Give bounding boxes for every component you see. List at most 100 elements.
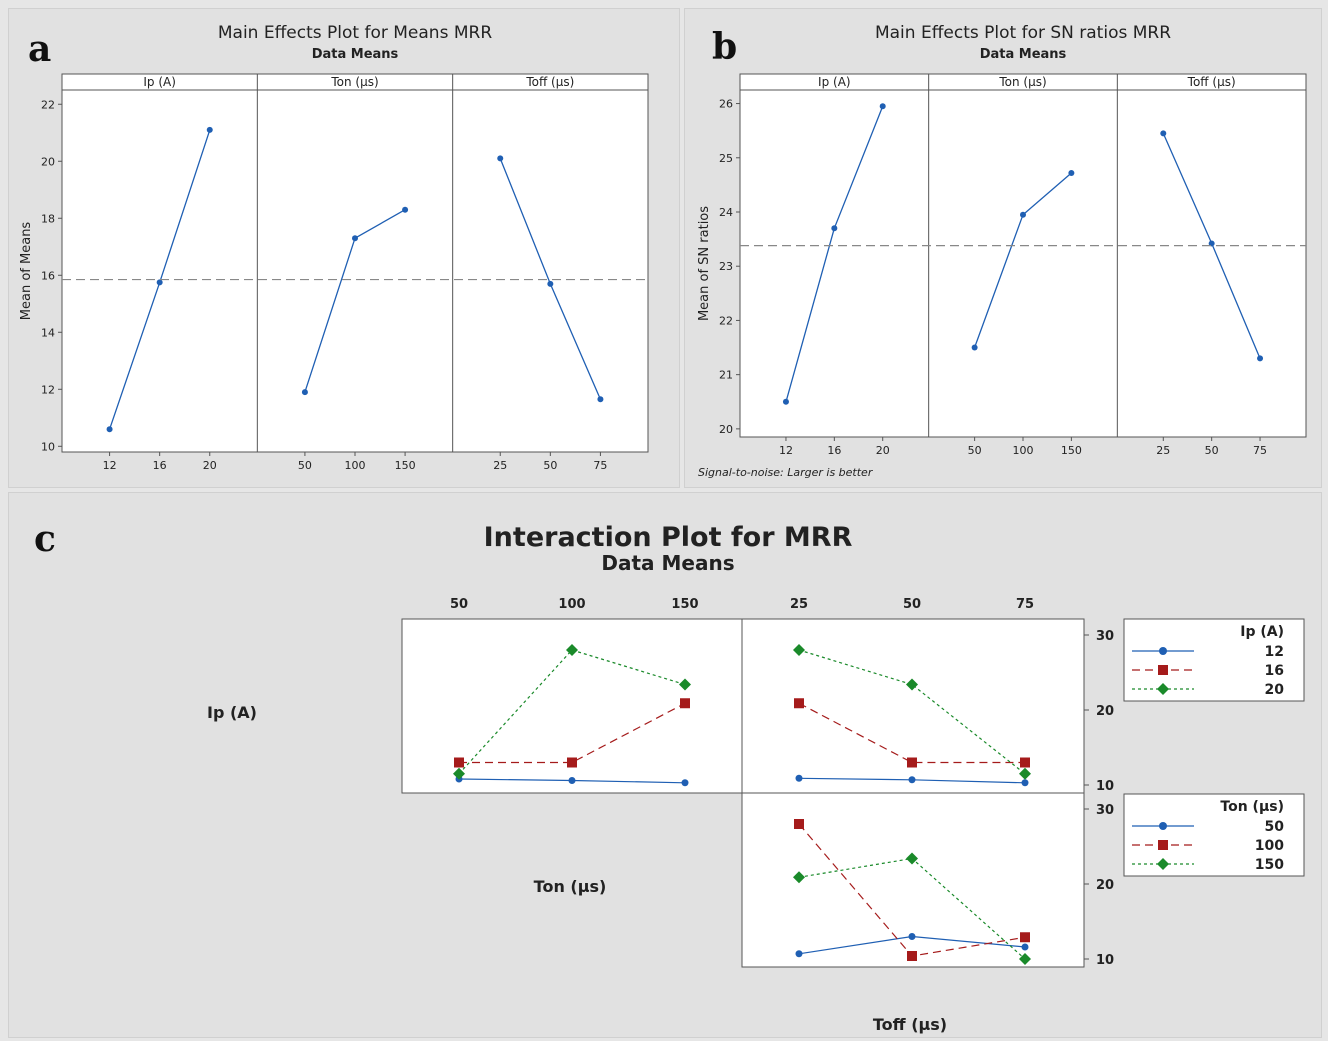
interaction-point xyxy=(680,698,690,709)
interaction-series-line xyxy=(798,702,1025,764)
interaction-point xyxy=(794,819,804,829)
y-tick-label-a: 10 xyxy=(41,440,55,453)
facet-label-b: Toff (µs) xyxy=(1187,75,1236,89)
legend-marker xyxy=(1159,822,1167,830)
legend-title: Ton (µs) xyxy=(1220,799,1284,815)
interaction-point xyxy=(453,767,465,780)
data-point-b xyxy=(1257,355,1264,362)
legend-box xyxy=(1123,793,1305,877)
data-point-a xyxy=(497,155,504,162)
y-tick-label-a: 12 xyxy=(41,383,55,396)
column-label-toff: Toff (µs) xyxy=(873,1015,947,1034)
interaction-point xyxy=(454,757,464,768)
top-x-tick-label: 50 xyxy=(450,597,468,612)
interaction-point xyxy=(681,779,689,787)
interaction-title: Interaction Plot for MRR xyxy=(484,522,853,553)
y-tick-label-b: 25 xyxy=(719,152,733,165)
data-point-a xyxy=(301,389,308,396)
legend-entry-label: 150 xyxy=(1255,857,1284,873)
chart-title-b: Main Effects Plot for SN ratios MRR xyxy=(875,23,1171,43)
interaction-point xyxy=(566,644,578,656)
data-point-a xyxy=(352,235,358,242)
interaction-point xyxy=(794,698,804,709)
legend-entry-label: 20 xyxy=(1265,682,1285,698)
y-tick-label-b: 24 xyxy=(719,206,733,219)
legend-marker xyxy=(1158,665,1168,675)
data-point-a xyxy=(156,279,163,286)
data-point-b xyxy=(879,103,886,110)
interaction-point xyxy=(907,951,917,961)
x-tick-label-a: 150 xyxy=(395,459,416,472)
data-point-a xyxy=(106,426,113,433)
interaction-point xyxy=(1019,953,1031,965)
interaction-point xyxy=(1020,932,1030,943)
data-point-a xyxy=(547,280,554,287)
interaction-point xyxy=(679,678,691,691)
interaction-point xyxy=(793,644,805,656)
x-tick-label-b: 75 xyxy=(1253,444,1267,457)
y-tick-label-a: 14 xyxy=(41,326,55,339)
y-axis-label-b: Mean of SN ratios xyxy=(697,206,712,321)
interaction-cell xyxy=(741,792,1085,968)
interaction-point xyxy=(908,933,916,940)
data-point-a xyxy=(597,396,604,403)
facet-label-a: Ton (µs) xyxy=(330,75,378,89)
legend-marker xyxy=(1159,647,1167,655)
x-tick-label-a: 12 xyxy=(103,459,117,472)
data-point-b xyxy=(971,344,978,351)
legend-entry-label: 100 xyxy=(1255,838,1284,854)
facet-label-a: Toff (µs) xyxy=(525,75,574,89)
top-x-tick-label: 50 xyxy=(903,597,921,612)
facet-label-a: Ip (A) xyxy=(143,75,176,89)
x-tick-label-a: 16 xyxy=(153,459,167,472)
right-y-tick-label: 20 xyxy=(1096,878,1114,893)
legend-box xyxy=(1123,618,1305,702)
legend-marker xyxy=(1157,858,1169,870)
interaction-point xyxy=(1021,943,1029,951)
y-tick-label-b: 26 xyxy=(719,98,733,111)
plot-area-b xyxy=(739,73,1307,438)
interaction-point xyxy=(568,777,576,784)
interaction-point xyxy=(1021,779,1029,787)
y-tick-label-b: 20 xyxy=(719,423,733,436)
interaction-point xyxy=(906,852,918,865)
y-tick-label-a: 20 xyxy=(41,155,55,168)
x-tick-label-a: 100 xyxy=(345,459,366,472)
y-tick-label-b: 22 xyxy=(719,314,733,327)
right-y-tick-label: 10 xyxy=(1096,953,1114,968)
legend-entry-label: 50 xyxy=(1265,819,1285,835)
interaction-point xyxy=(908,776,916,784)
legend-title: Ip (A) xyxy=(1240,624,1284,640)
interaction-point xyxy=(1020,757,1030,768)
x-tick-label-b: 20 xyxy=(876,444,890,457)
row-label-ton: Ton (µs) xyxy=(534,877,607,896)
panel-letter-c: c xyxy=(34,518,56,560)
interaction-point xyxy=(1019,767,1031,780)
x-tick-label-a: 75 xyxy=(593,459,607,472)
top-x-tick-label: 150 xyxy=(671,597,698,612)
right-y-tick-label: 10 xyxy=(1096,779,1114,794)
interaction-series-line xyxy=(459,702,686,764)
chart-note-b: Signal-to-noise: Larger is better xyxy=(698,466,874,479)
right-y-tick-label: 30 xyxy=(1096,629,1114,644)
facet-label-b: Ip (A) xyxy=(818,75,851,89)
top-x-tick-label: 100 xyxy=(558,597,585,612)
row-label-ip: Ip (A) xyxy=(207,703,257,722)
y-tick-label-b: 21 xyxy=(719,369,733,382)
plot-area-a xyxy=(61,73,649,453)
data-point-a xyxy=(206,126,213,133)
x-tick-label-b: 150 xyxy=(1061,444,1082,457)
top-x-tick-label: 75 xyxy=(1016,597,1034,612)
data-point-b xyxy=(1020,211,1026,218)
data-point-b xyxy=(1160,130,1167,137)
y-tick-label-a: 16 xyxy=(41,269,55,282)
interaction-point xyxy=(906,678,918,691)
panel-letter-b: b xyxy=(712,26,738,68)
right-y-tick-label: 20 xyxy=(1096,704,1114,719)
legend-marker xyxy=(1158,840,1168,850)
x-tick-label-b: 25 xyxy=(1156,444,1170,457)
interaction-point xyxy=(907,757,917,768)
data-point-a xyxy=(402,206,409,213)
legend-entry-label: 16 xyxy=(1265,663,1284,679)
interaction-series-line xyxy=(458,649,686,775)
